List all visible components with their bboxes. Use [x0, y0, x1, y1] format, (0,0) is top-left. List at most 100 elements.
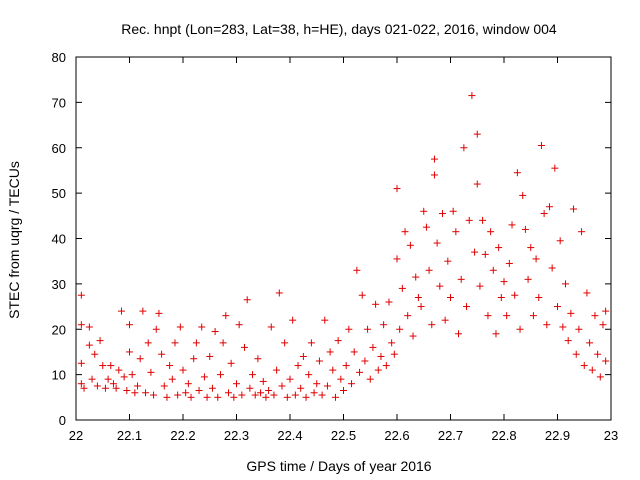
data-point [278, 382, 286, 390]
data-point [117, 307, 125, 315]
data-point [540, 210, 548, 218]
data-point [144, 339, 152, 347]
data-point [251, 391, 259, 399]
data-point [460, 144, 468, 152]
data-point [358, 291, 366, 299]
data-point [548, 264, 556, 272]
data-point [556, 237, 564, 245]
data-point [382, 362, 390, 370]
data-point [262, 393, 270, 401]
axis-ticks: 22 22.1 22.2 22.3 22.4 22.5 22.6 22.7 22.8 22.9 23… [52, 50, 619, 443]
data-point [233, 380, 240, 388]
data-point [214, 393, 222, 401]
data-point [168, 375, 176, 383]
data-point [412, 273, 420, 281]
data-point [457, 275, 465, 283]
data-point [455, 330, 463, 338]
data-point [599, 321, 607, 329]
data-point [567, 309, 575, 317]
data-point [572, 350, 580, 358]
data-point [123, 387, 131, 395]
data-point [227, 359, 235, 367]
y-tick-label: 80 [52, 50, 66, 65]
data-point [527, 244, 535, 252]
data-point [524, 275, 532, 283]
data-point [422, 223, 430, 231]
data-point [575, 325, 583, 333]
data-point [340, 387, 347, 395]
data-point [559, 323, 567, 331]
data-point [158, 350, 166, 358]
data-point [492, 330, 500, 338]
data-point [187, 393, 195, 401]
data-point [299, 352, 307, 360]
data-point [80, 384, 88, 392]
y-axis-label: STEC from uqrg / TECUs [6, 161, 22, 319]
data-point [430, 171, 438, 179]
data-point [487, 228, 495, 236]
data-point [401, 228, 409, 236]
data-point [174, 391, 182, 399]
data-point [318, 391, 326, 399]
data-point [369, 343, 377, 351]
data-point [241, 343, 249, 351]
x-tick-label: 22.1 [117, 428, 142, 443]
data-point [495, 244, 503, 252]
data-point [594, 350, 602, 358]
data-point [107, 362, 115, 370]
data-point [414, 293, 422, 301]
y-tick-label: 50 [52, 186, 66, 201]
y-tick-label: 30 [52, 277, 66, 292]
y-tick-label: 20 [52, 322, 66, 337]
data-point [390, 350, 398, 358]
data-point [564, 337, 572, 345]
data-point [436, 282, 444, 290]
data-point [321, 316, 329, 324]
data-point [163, 393, 171, 401]
data-point [310, 389, 318, 397]
data-point [203, 393, 211, 401]
data-point [254, 355, 262, 363]
data-point [198, 323, 206, 331]
data-point [176, 323, 184, 331]
data-point [519, 191, 527, 199]
data-point [195, 387, 203, 395]
data-point [452, 228, 460, 236]
data-point [155, 309, 163, 317]
data-point [471, 248, 479, 256]
data-point [345, 325, 353, 333]
data-point [511, 291, 519, 299]
y-tick-label: 40 [52, 232, 66, 247]
data-point [331, 393, 339, 401]
data-point [104, 375, 112, 383]
x-tick-label: 22.8 [491, 428, 516, 443]
x-tick-label: 22.3 [224, 428, 249, 443]
data-point [388, 339, 396, 347]
data-point [302, 393, 310, 401]
data-point [224, 389, 232, 397]
data-point [551, 164, 559, 172]
data-point [136, 355, 144, 363]
data-point [134, 382, 142, 390]
chart-title: Rec. hnpt (Lon=283, Lat=38, h=HE), days … [121, 21, 557, 37]
data-point [406, 241, 414, 249]
data-point [323, 382, 331, 390]
data-point [329, 366, 337, 374]
data-point [588, 366, 596, 374]
data-point [131, 389, 139, 397]
data-point [417, 303, 425, 311]
data-point [267, 323, 275, 331]
x-tick-label: 22.5 [331, 428, 356, 443]
data-point [580, 362, 588, 370]
data-point [88, 375, 96, 383]
data-point [160, 382, 168, 390]
data-point [315, 357, 323, 365]
data-point [152, 325, 160, 333]
data-point [409, 332, 417, 340]
data-point [126, 321, 133, 329]
data-point [497, 293, 505, 301]
data-point [235, 321, 243, 329]
data-point [147, 368, 155, 376]
data-point [77, 359, 85, 367]
data-point [126, 348, 133, 356]
